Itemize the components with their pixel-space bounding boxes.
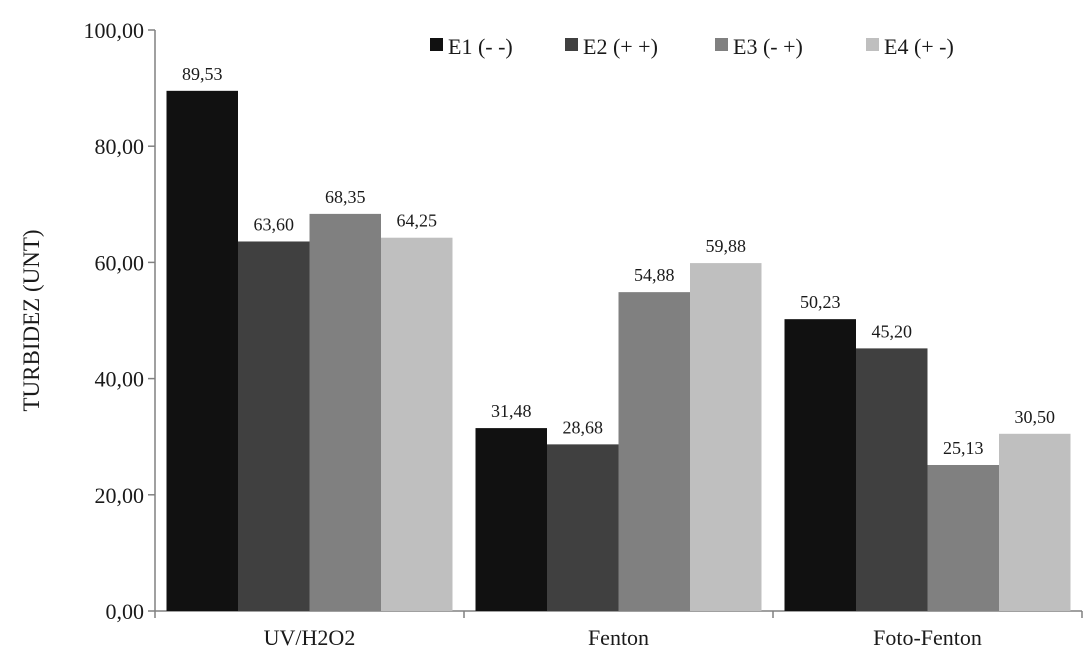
y-axis-title: TURBIDEZ (UNT): [19, 229, 44, 411]
legend-label: E1 (- -): [448, 34, 513, 59]
bar: [999, 433, 1071, 611]
bar: [547, 444, 619, 611]
axes: 0,00 20,00 40,00 60,00 80,00 100,00 UV/H2O2 Fen…: [84, 18, 1083, 650]
x-category-label: Foto-Fenton: [873, 625, 982, 650]
legend-swatch: [715, 38, 728, 51]
bar-value-label: 89,53: [182, 64, 223, 84]
bar-value-label: 59,88: [706, 236, 747, 256]
legend: E1 (- -) E2 (+ +) E3 (- +) E4 (+ -): [430, 34, 954, 59]
bar-value-label: 64,25: [397, 211, 438, 231]
y-tick-label: 100,00: [84, 18, 145, 43]
data-labels: 89,53 31,48 50,23 63,60 28,68 45,20 68,35 54,88…: [182, 64, 1055, 458]
legend-swatch: [430, 38, 443, 51]
y-tick-label: 20,00: [95, 483, 145, 508]
bar: [166, 90, 238, 612]
legend-swatch: [565, 38, 578, 51]
legend-label: E2 (+ +): [583, 34, 658, 59]
legend-swatch: [866, 38, 879, 51]
bar-value-label: 31,48: [491, 401, 532, 421]
y-tick-label: 60,00: [95, 250, 145, 275]
y-tick-label: 0,00: [106, 599, 145, 624]
bar-value-label: 50,23: [800, 292, 841, 312]
bar: [238, 241, 310, 611]
bar-value-label: 68,35: [325, 187, 366, 207]
bar: [856, 348, 928, 611]
bar-value-label: 54,88: [634, 265, 675, 285]
bar: [309, 213, 381, 611]
bar-value-label: 30,50: [1015, 407, 1056, 427]
bar-value-label: 45,20: [872, 321, 913, 341]
x-category-label: UV/H2O2: [264, 625, 356, 650]
bar-value-label: 28,68: [563, 417, 604, 437]
bars: [166, 90, 1071, 612]
y-tick-label: 40,00: [95, 367, 145, 392]
x-category-label: Fenton: [588, 625, 649, 650]
y-tick-label: 80,00: [95, 134, 145, 159]
bar: [690, 263, 762, 611]
bar: [927, 464, 999, 611]
bar: [618, 292, 690, 611]
bar: [784, 319, 856, 611]
bar: [475, 428, 547, 611]
bar: [381, 237, 453, 611]
legend-label: E4 (+ -): [884, 34, 954, 59]
bar-value-label: 25,13: [943, 438, 984, 458]
bar-value-label: 63,60: [254, 214, 295, 234]
legend-label: E3 (- +): [733, 34, 803, 59]
